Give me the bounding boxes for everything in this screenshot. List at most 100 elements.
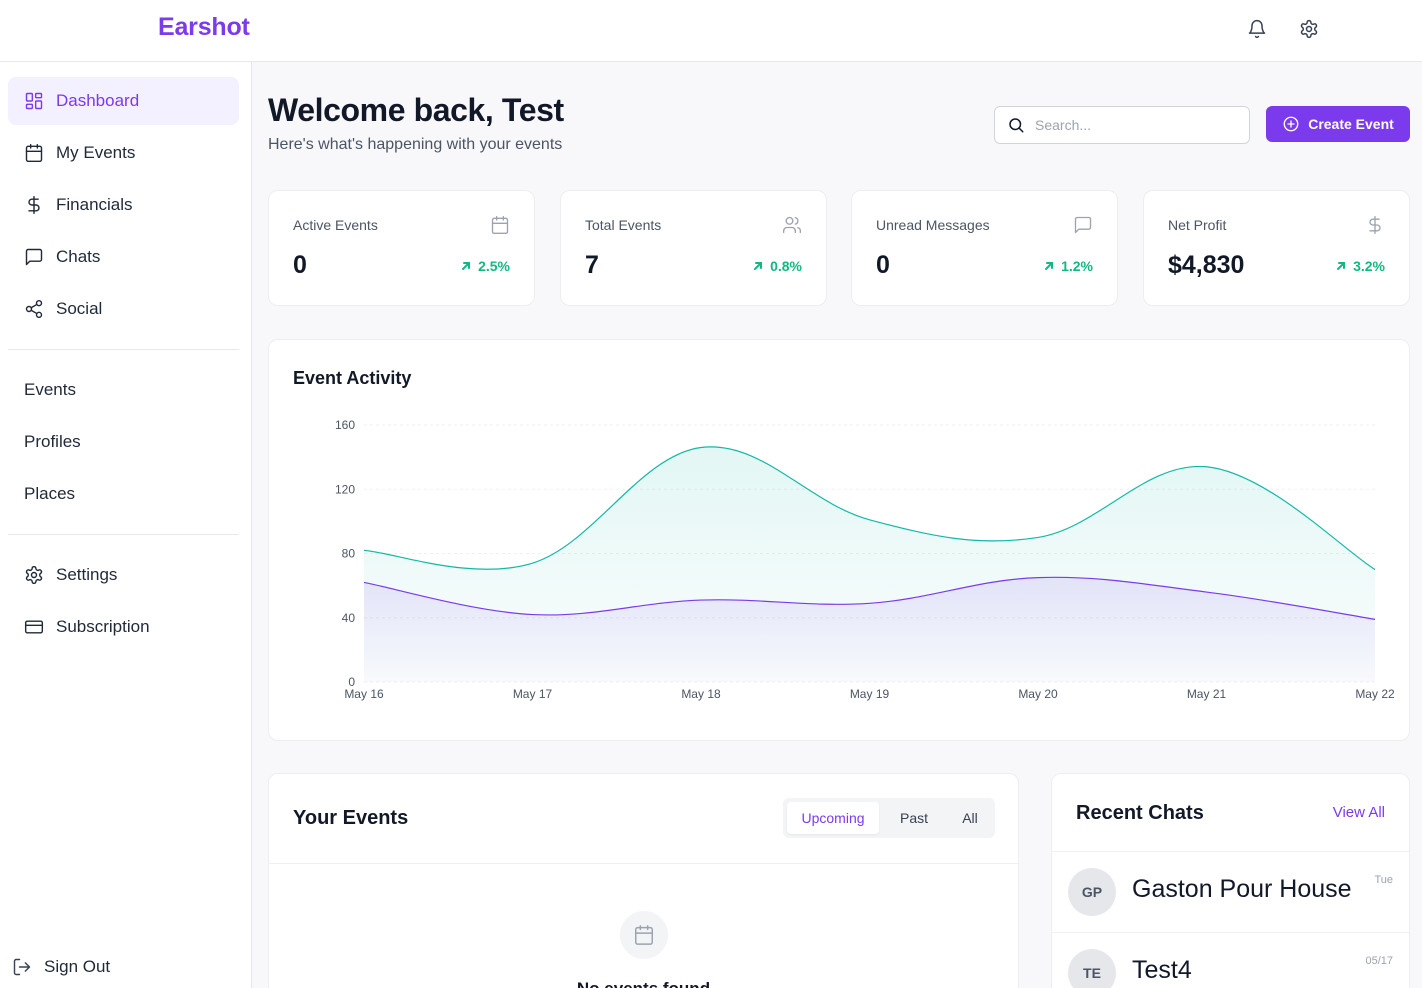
search-icon xyxy=(1009,118,1024,133)
chat-item[interactable]: TE Test4 05/17 xyxy=(1052,933,1409,988)
stat-change: 2.5% xyxy=(460,258,510,274)
y-tick-label: 80 xyxy=(342,547,356,561)
gear-icon[interactable] xyxy=(1297,17,1321,41)
sidebar-item-label: Financials xyxy=(56,195,133,214)
y-tick-label: 160 xyxy=(335,418,355,432)
sidebar-item-dashboard[interactable]: Dashboard xyxy=(8,77,239,125)
credit-card-icon xyxy=(24,620,44,634)
arrow-up-right-icon xyxy=(1045,262,1054,270)
create-event-button[interactable]: Create Event xyxy=(1266,106,1410,142)
stat-change-value: 1.2% xyxy=(1061,258,1093,274)
y-tick-label: 40 xyxy=(342,611,356,625)
stat-label: Total Events xyxy=(585,217,662,233)
sign-out-label: Sign Out xyxy=(44,957,111,976)
calendar-icon xyxy=(25,143,43,163)
your-events-card: Your Events Upcoming Past All No events … xyxy=(268,773,1019,988)
sign-out-button[interactable]: Sign Out xyxy=(12,957,110,977)
events-title: Your Events xyxy=(293,807,409,829)
sidebar-item-label: My Events xyxy=(56,143,136,162)
sidebar-item-social[interactable]: Social xyxy=(8,285,239,333)
page-title: Welcome back, Test xyxy=(268,92,564,128)
sidebar-item-settings[interactable]: Settings xyxy=(8,551,239,599)
dollar-icon xyxy=(1365,215,1385,235)
event-activity-card: Event Activity 0 40 80 120 160 May 16 May 17 Ma… xyxy=(268,339,1410,741)
create-event-label: Create Event xyxy=(1308,116,1394,132)
stat-change: 3.2% xyxy=(1335,258,1385,274)
x-tick-label: May 22 xyxy=(1355,687,1395,701)
stat-change-value: 3.2% xyxy=(1353,258,1385,274)
sidebar-divider xyxy=(8,534,239,535)
stat-card-active-events: Active Events 0 2.5% xyxy=(268,190,535,306)
chat-time: Tue xyxy=(1374,874,1393,886)
chart-title: Event Activity xyxy=(293,368,412,388)
stat-value: 7 xyxy=(585,251,599,279)
search-input[interactable] xyxy=(1035,117,1225,133)
y-tick-label: 120 xyxy=(335,482,355,496)
sidebar-item-label: Places xyxy=(24,484,76,503)
x-tick-label: May 17 xyxy=(513,687,553,701)
bell-icon[interactable] xyxy=(1245,17,1269,41)
dashboard-grid-icon xyxy=(25,92,43,110)
plus-circle-icon xyxy=(1283,116,1299,132)
y-tick-label: 0 xyxy=(348,675,355,689)
sidebar: Dashboard My Events Financials Chats Soc… xyxy=(0,62,252,988)
sidebar-item-chats[interactable]: Chats xyxy=(8,233,239,281)
tab-past[interactable]: Past xyxy=(899,810,928,826)
arrow-up-right-icon xyxy=(462,262,471,270)
empty-state-text: No events found xyxy=(269,979,1018,988)
sidebar-item-financials[interactable]: Financials xyxy=(8,181,239,229)
empty-calendar-icon xyxy=(620,911,668,959)
tab-all[interactable]: All xyxy=(962,810,978,826)
x-tick-label: May 19 xyxy=(850,687,890,701)
sidebar-item-subscription[interactable]: Subscription xyxy=(8,603,239,651)
sidebar-divider xyxy=(8,349,239,350)
chat-time: 05/17 xyxy=(1365,955,1393,967)
sidebar-item-label: Chats xyxy=(56,247,101,266)
chat-divider xyxy=(1052,851,1409,852)
view-all-link[interactable]: View All xyxy=(1332,804,1385,821)
x-tick-label: May 21 xyxy=(1187,687,1227,701)
stat-label: Unread Messages xyxy=(876,217,990,233)
brand-logo[interactable]: Earshot xyxy=(158,13,250,41)
calendar-icon xyxy=(490,215,510,235)
events-tabs: Upcoming Past All xyxy=(783,798,995,838)
events-divider xyxy=(269,863,1018,864)
top-bar: Earshot xyxy=(0,0,1422,62)
stat-change-value: 0.8% xyxy=(770,258,802,274)
series-line xyxy=(363,446,1376,571)
stat-change-value: 2.5% xyxy=(478,258,510,274)
chat-name: Test4 xyxy=(1132,956,1192,984)
arrow-up-right-icon xyxy=(1337,262,1346,270)
stat-card-unread-messages: Unread Messages 0 1.2% xyxy=(851,190,1118,306)
stat-value: 0 xyxy=(876,251,890,279)
avatar: GP xyxy=(1068,868,1116,916)
sidebar-item-label: Social xyxy=(56,299,103,318)
share-icon xyxy=(25,299,43,319)
stat-value: $4,830 xyxy=(1168,251,1245,279)
series-line xyxy=(363,576,1376,620)
recent-chats-card: Recent Chats View All GP Gaston Pour Hou… xyxy=(1051,773,1410,988)
users-icon xyxy=(782,215,802,235)
series-area xyxy=(364,577,1375,682)
chat-divider xyxy=(1052,932,1409,933)
chat-bubble-icon xyxy=(25,248,43,266)
dollar-icon xyxy=(28,195,40,215)
stat-label: Active Events xyxy=(293,217,378,233)
event-activity-chart: 0 40 80 120 160 May 16 May 17 May 18 May 19 May 2… xyxy=(335,418,1395,701)
avatar: TE xyxy=(1068,949,1116,988)
sidebar-item-places[interactable]: Places xyxy=(8,470,239,518)
stat-card-net-profit: Net Profit $4,830 3.2% xyxy=(1143,190,1410,306)
sidebar-item-profiles[interactable]: Profiles xyxy=(8,418,239,466)
sidebar-item-my-events[interactable]: My Events xyxy=(8,129,239,177)
gear-icon xyxy=(25,565,43,585)
x-tick-label: May 16 xyxy=(344,687,384,701)
chat-name: Gaston Pour House xyxy=(1132,875,1352,903)
sidebar-item-label: Profiles xyxy=(24,432,81,451)
sidebar-item-events[interactable]: Events xyxy=(8,366,239,414)
tab-upcoming[interactable]: Upcoming xyxy=(787,802,879,834)
search-box[interactable] xyxy=(994,106,1250,144)
sidebar-item-label: Dashboard xyxy=(56,91,140,110)
sidebar-item-label: Settings xyxy=(56,565,118,584)
chats-title: Recent Chats xyxy=(1076,802,1204,824)
chat-item[interactable]: GP Gaston Pour House Tue xyxy=(1052,852,1409,932)
